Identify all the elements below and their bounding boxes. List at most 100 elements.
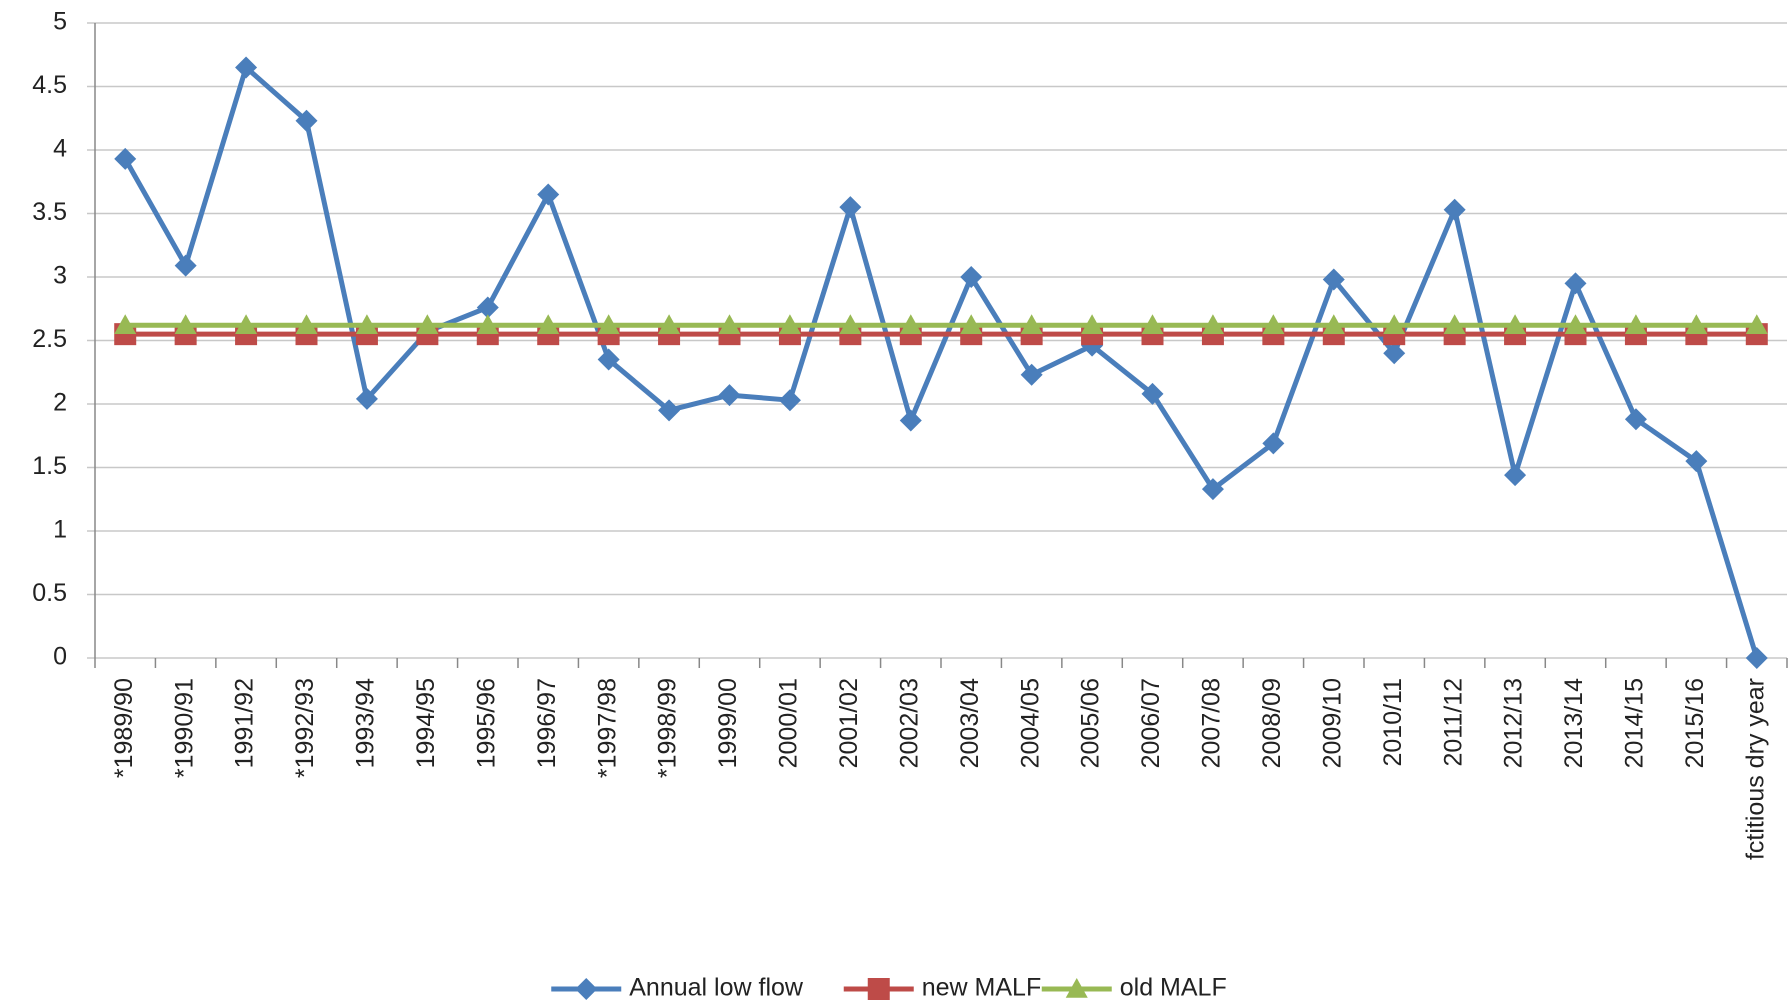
point-marker <box>839 314 862 335</box>
point-marker <box>174 254 197 277</box>
point-marker <box>235 56 258 79</box>
y-tick-label: 4 <box>53 135 67 163</box>
x-tick-label: 2008/09 <box>1258 678 1286 768</box>
x-tick-label: 2007/08 <box>1198 678 1226 768</box>
x-tick-label: 1994/95 <box>412 678 440 768</box>
point-marker <box>1564 314 1587 335</box>
x-tick-label: 2001/02 <box>835 678 863 768</box>
point-marker <box>839 196 862 219</box>
y-tick-label: 1.5 <box>32 452 67 480</box>
point-marker <box>658 399 681 422</box>
x-tick-label: 2006/07 <box>1137 678 1165 768</box>
point-marker <box>476 296 499 319</box>
legend-marker <box>1065 978 1088 998</box>
x-tick-label: 1991/92 <box>231 678 259 768</box>
point-marker <box>1322 268 1345 291</box>
point-marker <box>778 389 801 412</box>
legend-marker <box>575 978 598 1000</box>
point-marker <box>1624 314 1647 335</box>
point-marker <box>1141 382 1164 405</box>
legend-label: new MALF <box>922 974 1041 1002</box>
x-tick-label: *1990/91 <box>170 678 198 778</box>
y-tick-label: 2.5 <box>32 325 67 353</box>
point-marker <box>1504 314 1527 335</box>
point-marker <box>355 387 378 410</box>
y-tick-label: 3 <box>53 262 67 290</box>
point-marker <box>1201 314 1224 335</box>
x-tick-label: *1989/90 <box>110 678 138 778</box>
x-tick-label: 2002/03 <box>895 678 923 768</box>
x-tick-label: 1993/94 <box>352 678 380 768</box>
y-tick-label: 0.5 <box>32 579 67 607</box>
y-tick-label: 1 <box>53 516 67 544</box>
x-tick-label: 2014/15 <box>1621 678 1649 768</box>
y-tick-label: 2 <box>53 389 67 417</box>
point-marker <box>960 266 983 288</box>
point-marker <box>1564 272 1587 295</box>
point-marker <box>1685 450 1708 473</box>
point-marker <box>1201 478 1224 501</box>
point-marker <box>658 314 681 335</box>
point-marker <box>1081 314 1104 335</box>
legend-marker <box>867 978 890 1000</box>
point-marker <box>960 314 983 335</box>
point-marker <box>1020 363 1043 386</box>
x-tick-label: *1998/99 <box>654 678 682 778</box>
x-tick-label: *1992/93 <box>291 678 319 778</box>
point-marker <box>597 314 620 335</box>
x-tick-label: 2004/05 <box>1016 678 1044 768</box>
point-marker <box>1262 314 1285 335</box>
point-marker <box>235 314 258 335</box>
series-line <box>123 64 1760 659</box>
point-marker <box>718 384 741 407</box>
x-tick-label: 2012/13 <box>1500 678 1528 768</box>
point-marker <box>778 314 801 335</box>
point-marker <box>476 314 499 335</box>
point-marker <box>416 314 439 335</box>
point-marker <box>1020 314 1043 335</box>
x-tick-label: 2015/16 <box>1681 678 1709 768</box>
point-marker <box>1745 647 1768 669</box>
point-marker <box>718 314 741 335</box>
point-marker <box>899 314 922 335</box>
x-tick-label: 2009/10 <box>1318 678 1346 768</box>
point-marker <box>174 314 197 335</box>
x-tick-label: fctitious dry year <box>1741 678 1769 860</box>
x-tick-label: 1996/97 <box>533 678 561 768</box>
point-marker <box>1443 314 1466 335</box>
x-tick-label: 2013/14 <box>1560 678 1588 768</box>
point-marker <box>1443 198 1466 221</box>
y-tick-label: 3.5 <box>32 198 67 226</box>
point-marker <box>114 314 137 335</box>
x-tick-label: *1997/98 <box>593 678 621 778</box>
point-marker <box>114 147 137 170</box>
point-marker <box>537 314 560 335</box>
x-tick-label: 2011/12 <box>1439 678 1467 767</box>
y-tick-label: 0 <box>53 643 67 671</box>
y-tick-label: 5 <box>53 8 67 36</box>
point-marker <box>1383 314 1406 335</box>
point-marker <box>1685 314 1708 335</box>
point-marker <box>1504 464 1527 487</box>
point-marker <box>597 348 620 371</box>
point-marker <box>295 314 318 335</box>
point-marker <box>1624 408 1647 431</box>
point-marker <box>355 314 378 335</box>
point-marker <box>1262 432 1285 455</box>
point-marker <box>899 409 922 432</box>
point-marker <box>1322 314 1345 335</box>
x-tick-label: 1999/00 <box>714 678 742 768</box>
point-marker <box>1141 314 1164 335</box>
legend-label: old MALF <box>1120 974 1227 1002</box>
point-marker <box>295 109 318 132</box>
x-tick-label: 2005/06 <box>1077 678 1105 768</box>
x-tick-label: 2000/01 <box>775 678 803 768</box>
point-marker <box>537 183 560 206</box>
x-tick-label: 2003/04 <box>956 678 984 768</box>
point-marker <box>1383 342 1406 365</box>
point-marker <box>1745 314 1768 335</box>
legend-label: Annual low flow <box>629 974 804 1002</box>
x-tick-label: 2010/11 <box>1379 678 1407 767</box>
x-tick-label: 1995/96 <box>472 678 500 768</box>
